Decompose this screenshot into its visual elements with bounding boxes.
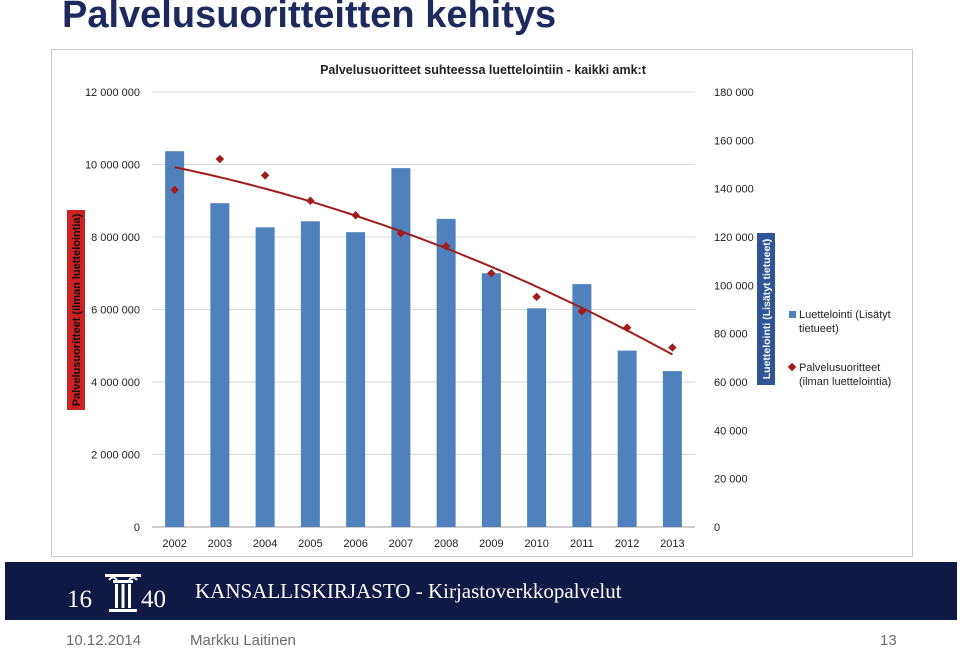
data-point [622,323,632,332]
legend-point-swatch [787,362,797,372]
bar [210,203,230,527]
data-point [170,185,179,195]
data-point [260,171,270,180]
left-axis-tick-label: 6 000 000 [91,305,140,317]
right-axis-tick-label: 140 000 [714,184,754,196]
page-number: 13 [880,632,897,649]
bar [436,218,456,527]
right-axis-tick-label: 40 000 [714,425,748,437]
slide-title: Palvelusuoritteitten kehitys [62,0,557,36]
legend-bar-label-line2: tietueet) [799,323,839,335]
right-axis-tick-label: 20 000 [714,474,748,486]
x-axis-tick-label: 2013 [660,538,684,550]
right-axis-tick-label: 180 000 [714,87,754,99]
right-axis-tick-label: 120 000 [714,232,754,244]
left-axis-tick-label: 10 000 000 [85,160,140,172]
data-point [487,269,496,278]
chart-title: Palvelusuoritteet suhteessa luettelointi… [320,63,647,77]
logo-year-right: 40 [141,586,166,613]
legend-bar-swatch [789,311,796,318]
bar [165,151,185,527]
gridlines [152,91,695,528]
bar [346,232,366,527]
trendline [174,166,673,356]
data-point [396,229,406,238]
left-axis-tick-label: 2 000 000 [91,450,140,462]
right-axis-label: Luettelointi (Lisätyt tietueet) [761,239,773,380]
x-axis-ticks: 2002 2003 2004 2005 2006 2007 2008 2009 2010 2011… [162,538,684,550]
left-axis-label: Palvelusuoritteet (ilman luettelointia) [71,213,83,406]
x-axis-tick-label: 2006 [343,538,367,550]
x-axis-tick-label: 2010 [524,538,548,550]
data-point [577,307,587,316]
left-axis-tick-label: 4 000 000 [91,377,140,389]
bar [617,350,637,527]
footer-band: 16 40 KANSALLISKIRJASTO - Kirjastoverkko… [5,562,957,620]
legend-point-label-line1: Palvelusuoritteet [799,362,880,374]
bar [300,221,320,527]
bar-series [165,151,682,528]
bar [391,168,411,527]
bar [527,308,547,527]
right-axis-ticks: 0 20 000 40 000 60 000 80 000 100 000 120 000 1… [714,87,754,534]
chart-area: Palvelusuoritteet suhteessa luettelointi… [51,49,913,557]
bar [572,284,592,527]
x-axis-tick-label: 2012 [615,538,639,550]
x-axis-tick-label: 2005 [298,538,322,550]
trendline-path [174,166,673,356]
library-logo: 16 40 [63,570,173,614]
x-axis-tick-label: 2009 [479,538,503,550]
x-axis-tick-label: 2011 [570,538,594,550]
data-point [215,154,225,164]
left-axis-title: Palvelusuoritteet (ilman luettelointia) [67,210,85,410]
right-axis-tick-label: 160 000 [714,135,754,147]
x-axis-tick-label: 2007 [389,538,413,550]
bar [481,273,501,527]
left-axis-ticks: 0 2 000 000 4 000 000 6 000 000 8 000 000 10 … [85,87,140,534]
right-axis-tick-label: 80 000 [714,329,748,341]
column-icon [105,574,141,612]
data-point [351,211,360,220]
footer-date: 10.12.2014 [66,632,142,649]
legend: Luettelointi (Lisätyt tietueet) Palvelus… [787,309,891,388]
legend-point-label-line2: (ilman luettelointia) [799,376,891,388]
footer-organization: KANSALLISKIRJASTO - Kirjastoverkkopalvel… [195,579,622,603]
chart-canvas: Palvelusuoritteet suhteessa luettelointi… [67,63,891,550]
data-point [668,343,677,352]
legend-bar-label-line1: Luettelointi (Lisätyt [799,309,891,321]
x-axis-tick-label: 2003 [208,538,232,550]
bar [255,227,275,528]
bar [662,371,682,527]
right-axis-tick-label: 100 000 [714,280,754,292]
right-axis-tick-label: 60 000 [714,377,748,389]
left-axis-tick-label: 12 000 000 [85,87,140,99]
left-axis-tick-label: 8 000 000 [91,232,140,244]
x-axis-tick-label: 2008 [434,538,458,550]
right-axis-title: Luettelointi (Lisätyt tietueet) [757,233,775,385]
x-axis-tick-label: 2004 [253,538,277,550]
left-axis-tick-label: 0 [134,522,140,534]
data-point [441,241,451,251]
footer-author: Markku Laitinen [190,632,296,649]
scatter-series [170,154,677,352]
x-axis-tick-label: 2002 [162,538,186,550]
logo-year-left: 16 [67,586,92,613]
data-point [306,196,315,205]
right-axis-tick-label: 0 [714,522,720,534]
data-point [532,292,541,302]
